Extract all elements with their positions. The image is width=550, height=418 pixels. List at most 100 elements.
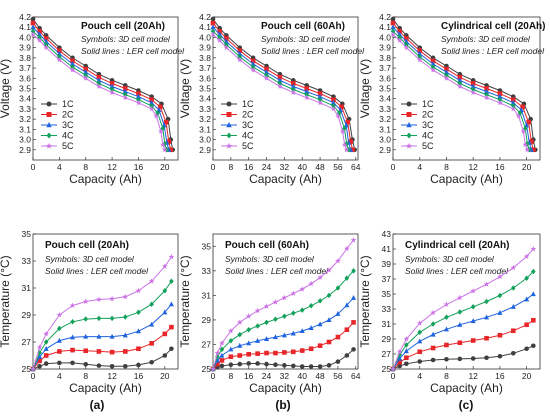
data-point <box>246 351 251 357</box>
data-point <box>57 48 62 54</box>
y-tick-label: 3.3 <box>199 104 211 114</box>
data-point <box>430 321 436 327</box>
y-tick-label: 3.7 <box>19 63 31 73</box>
model-note-lines: Solid lines : LER cell model <box>261 46 365 56</box>
x-tick-label: 16 <box>495 371 505 381</box>
x-tick-label: 40 <box>297 162 307 172</box>
legend-marker <box>405 142 413 149</box>
data-point <box>443 301 450 307</box>
data-point <box>484 355 489 361</box>
x-tick-label: 8 <box>444 162 449 172</box>
data-point <box>30 16 36 22</box>
chart-title: Pouch cell (60Ah) <box>261 21 345 32</box>
data-point <box>497 96 503 103</box>
data-point <box>390 24 396 30</box>
data-point <box>210 20 216 26</box>
data-point <box>351 268 356 274</box>
data-point <box>484 91 489 98</box>
legend-marker <box>46 101 52 107</box>
y-tick-label: 3.6 <box>199 73 211 83</box>
y-tick-label: 4.0 <box>19 32 31 42</box>
data-point <box>390 31 396 37</box>
data-point <box>290 83 296 89</box>
data-point <box>304 88 310 94</box>
legend-marker <box>406 132 412 139</box>
y-tick-label: 25 <box>382 364 392 374</box>
data-point <box>214 350 221 356</box>
plot-frame <box>392 233 541 370</box>
data-point <box>282 313 287 319</box>
data-point <box>162 353 168 358</box>
data-point <box>109 89 115 95</box>
data-point <box>326 267 332 273</box>
chart-panel-2: 2.93.03.13.23.33.43.53.63.73.83.94.04.14… <box>178 12 365 186</box>
y-tick-label: 2.9 <box>379 145 391 155</box>
data-point <box>43 339 49 345</box>
x-tick-label: 0 <box>31 162 36 172</box>
series-3C <box>30 24 172 152</box>
data-point <box>308 364 314 369</box>
legend-label: 2C <box>242 110 254 120</box>
data-point <box>148 105 155 112</box>
data-point <box>522 141 529 148</box>
data-point <box>524 346 529 352</box>
legend-marker <box>406 112 412 117</box>
data-point <box>457 83 463 89</box>
x-tick-label: 12 <box>107 371 117 381</box>
data-point <box>264 66 269 72</box>
data-point <box>404 342 409 348</box>
data-point <box>457 74 463 80</box>
y-tick-label: 3.4 <box>199 94 211 104</box>
data-point <box>157 104 163 110</box>
x-tick-label: 4 <box>57 371 62 381</box>
data-point <box>96 80 102 87</box>
data-point <box>531 147 536 153</box>
legend-label: 5C <box>242 141 254 151</box>
model-note-symbols: Symbols: 3D cell model <box>81 34 171 44</box>
model-note-lines: Solid lines : LER cell model <box>441 46 545 56</box>
data-point <box>343 122 349 128</box>
data-point <box>299 348 305 353</box>
data-point <box>277 77 283 83</box>
data-point <box>277 83 283 89</box>
data-point <box>109 349 115 355</box>
y-tick-label: 29 <box>22 310 32 320</box>
data-point <box>168 254 175 260</box>
model-note-lines: Solid lines : LER cell model <box>225 266 329 276</box>
data-point <box>57 349 62 354</box>
data-point <box>237 51 243 56</box>
data-point <box>219 363 225 369</box>
legend-marker <box>46 112 52 117</box>
data-point <box>149 100 155 105</box>
data-point <box>497 99 503 106</box>
data-point <box>83 361 89 367</box>
data-point <box>228 362 234 368</box>
data-point <box>317 298 323 304</box>
y-axis-label: Voltage (V) <box>0 59 12 118</box>
data-point <box>83 66 89 72</box>
data-point <box>169 346 174 352</box>
data-point <box>169 324 174 330</box>
model-note-symbols: Symbols: 3D cell model <box>261 34 351 44</box>
y-tick-label: 35 <box>382 289 392 299</box>
data-point <box>430 64 436 70</box>
data-point <box>155 110 160 116</box>
data-point <box>524 296 530 302</box>
y-tick-label: 3.5 <box>199 84 211 94</box>
data-point <box>30 366 36 372</box>
legend-marker <box>226 132 232 139</box>
data-point <box>350 237 357 243</box>
data-point <box>351 347 356 352</box>
data-point <box>527 147 532 153</box>
data-point <box>83 72 89 78</box>
y-tick-label: 3.9 <box>19 43 31 53</box>
data-point <box>308 303 314 309</box>
data-point <box>345 119 351 125</box>
legend-marker <box>406 101 412 107</box>
data-point <box>470 86 476 93</box>
data-point <box>70 58 75 64</box>
data-point <box>160 125 166 132</box>
y-tick-label: 3.7 <box>379 63 391 73</box>
legend-marker <box>46 132 52 139</box>
legend-marker <box>406 122 412 128</box>
